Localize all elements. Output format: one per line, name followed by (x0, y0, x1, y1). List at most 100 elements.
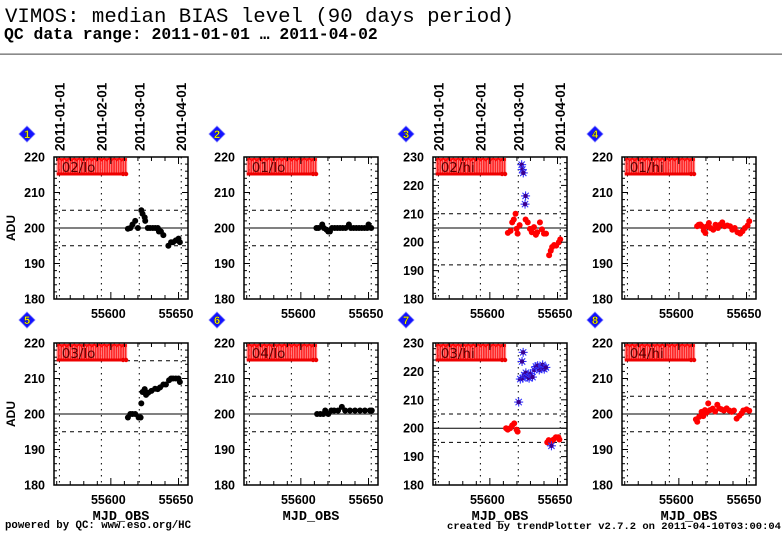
y-tick-label: 210 (214, 372, 235, 386)
data-point-outlier (541, 362, 551, 372)
band-end-dot (691, 357, 697, 363)
plot-frame (432, 156, 568, 300)
y-axis-label: ADU (4, 401, 18, 427)
data-point (705, 220, 712, 227)
data-point (746, 407, 753, 414)
out-of-range-band: 04/hi (624, 343, 697, 363)
y-tick-label: 200 (403, 422, 424, 436)
plot-panel-4: 4 01/hi 180 190 200 210 220 55600 55650 (586, 125, 761, 321)
data-point (335, 407, 342, 414)
data-point (507, 227, 514, 234)
asterisk-center (523, 193, 528, 199)
y-tick-label: 180 (24, 293, 45, 307)
y-tick-label: 200 (592, 408, 613, 422)
panel-badge-diamond-icon (18, 311, 36, 329)
band-label: 03/hi (441, 346, 475, 362)
asterisk-center (520, 350, 526, 355)
data-point (160, 232, 167, 239)
band-end-dot (123, 171, 129, 177)
band-label: 03/lo (62, 346, 96, 362)
data-point-outlier (527, 372, 537, 382)
series-median-bias (694, 218, 753, 237)
data-point (351, 407, 358, 414)
plot-area: 01/lo (244, 157, 378, 299)
y-tick-label: 220 (214, 151, 235, 165)
plot-panel-5: 5 03/lo 180 190 200 210 220 55600 55650 ADU MJD_OB… (4, 311, 193, 525)
plot-panel-1: 1 02/lo 180 190 200 210 220 55600 55650 ADU 2011-0… (4, 82, 193, 321)
band-label: 01/lo (252, 160, 286, 176)
out-of-range-band: 02/hi (435, 157, 508, 177)
band-fill (435, 344, 507, 360)
series-median-bias (503, 420, 563, 446)
y-tick-label: 220 (24, 337, 45, 351)
y-tick-label: 190 (403, 450, 424, 464)
data-point (162, 381, 169, 388)
panel-badge-diamond-icon (586, 125, 604, 143)
date-label: 2011-03-01 (511, 82, 526, 151)
created-by-text: created by trendPlotter v2.7.2 on 2011-0… (447, 521, 781, 533)
panel-badge-diamond-icon (208, 311, 226, 329)
data-point-outlier (518, 168, 528, 178)
data-point (710, 226, 717, 233)
data-point (510, 216, 517, 223)
data-point-outlier (546, 441, 556, 451)
panel-badge-diamond-icon (397, 311, 415, 329)
data-point (536, 219, 543, 226)
panel-number: 2 (214, 129, 220, 141)
data-point (356, 407, 363, 414)
plot-panel-8: 8 04/hi 180 190 200 210 220 55600 55650 MJD_OBS (586, 311, 762, 525)
x-tick-label: 55600 (281, 493, 316, 507)
series-outliers (517, 160, 531, 209)
y-tick-label: 190 (403, 264, 424, 278)
band-end-dot (123, 357, 129, 363)
panel-number: 3 (403, 129, 409, 141)
data-point (731, 225, 738, 231)
y-tick-label: 220 (214, 337, 235, 351)
y-tick-label: 220 (403, 365, 424, 379)
data-point (137, 414, 144, 421)
band-arrowheads (56, 343, 128, 348)
series-median-bias (124, 375, 183, 421)
date-label: 2011-04-01 (174, 82, 189, 151)
band-label: 04/lo (252, 346, 286, 362)
data-point (746, 218, 753, 225)
panel-badge-diamond-icon (586, 311, 604, 329)
band-fill (624, 158, 696, 174)
data-point (530, 224, 537, 231)
x-tick-label: 55650 (538, 307, 573, 321)
powered-by-text: powered by QC: www.eso.org/HC (5, 520, 191, 532)
y-tick-label: 200 (214, 408, 235, 422)
y-tick-label: 190 (592, 257, 613, 271)
out-of-range-band: 02/lo (56, 157, 129, 177)
data-point (514, 428, 521, 435)
data-point (138, 400, 145, 407)
x-tick-label: 55600 (281, 307, 316, 321)
series-median-bias (692, 400, 753, 425)
plot-frame (53, 342, 189, 486)
y-tick-label: 190 (214, 443, 235, 457)
data-point (694, 418, 701, 425)
date-label: 2011-01-01 (52, 82, 67, 151)
y-tick-label: 200 (214, 222, 235, 236)
band-arrowheads (624, 157, 696, 162)
plot-area: 02/hi (433, 157, 567, 299)
y-tick-label: 200 (24, 408, 45, 422)
plot-frame (53, 156, 189, 300)
panel-badge-diamond-icon (208, 125, 226, 143)
band-end-dot (313, 357, 319, 363)
y-tick-label: 180 (403, 479, 424, 493)
x-axis-label: MJD_OBS (283, 510, 340, 525)
band-end-dot (691, 171, 697, 177)
x-tick-label: 55650 (727, 493, 762, 507)
asterisk-center (543, 365, 549, 370)
data-point (556, 436, 563, 443)
y-tick-label: 220 (592, 151, 613, 165)
y-tick-label: 200 (403, 236, 424, 250)
y-tick-label: 220 (592, 337, 613, 351)
x-tick-label: 55600 (470, 493, 505, 507)
plot-area: 04/lo (244, 343, 378, 485)
asterisk-center (521, 170, 526, 176)
panel-number: 4 (592, 129, 599, 141)
band-fill (624, 344, 696, 360)
plot-frame (243, 156, 379, 300)
